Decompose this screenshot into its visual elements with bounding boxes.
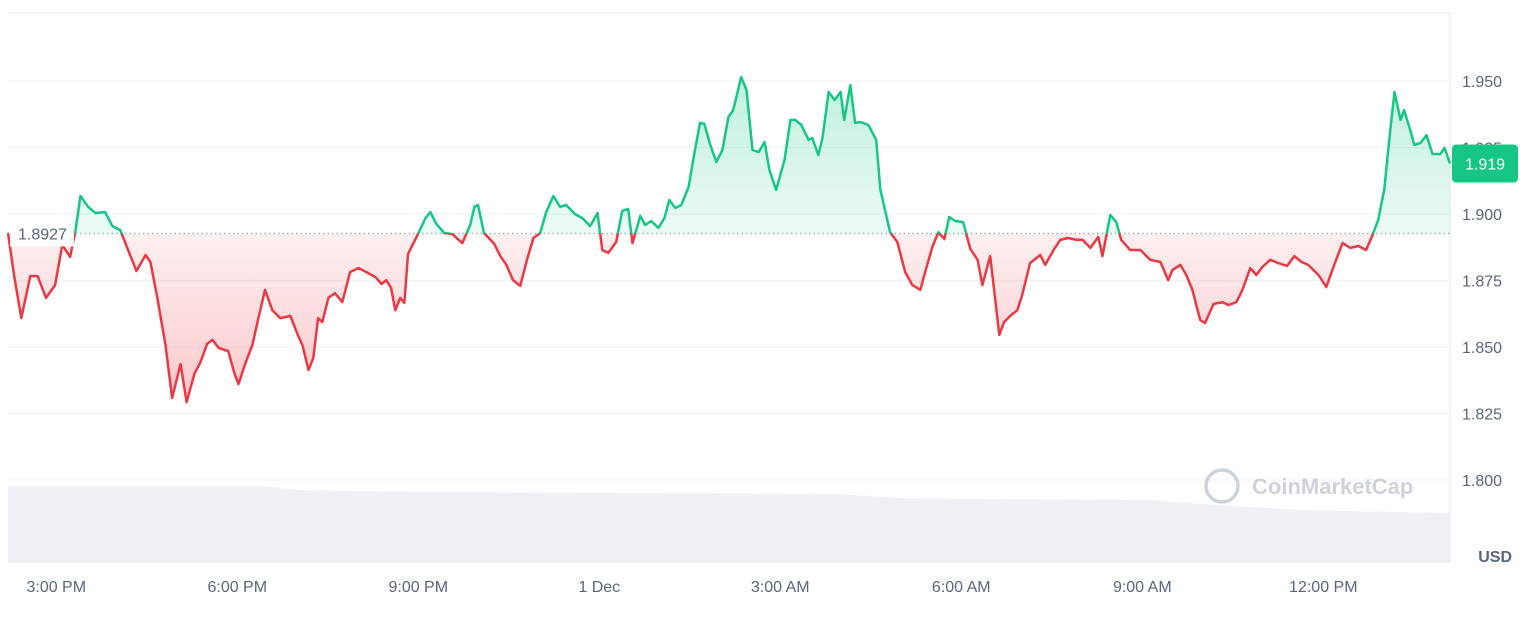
x-tick-label: 1 Dec bbox=[578, 579, 620, 596]
x-tick-label: 9:00 AM bbox=[1113, 579, 1172, 596]
price-line bbox=[6, 75, 1452, 404]
x-tick-label: 6:00 AM bbox=[932, 579, 991, 596]
price-area bbox=[8, 77, 1450, 403]
x-tick-label: 9:00 PM bbox=[388, 579, 448, 596]
y-unit: USD bbox=[1478, 549, 1512, 566]
x-tick-label: 12:00 PM bbox=[1289, 579, 1357, 596]
y-tick-label: 1.825 bbox=[1462, 407, 1502, 424]
y-tick-label: 1.900 bbox=[1462, 207, 1502, 224]
watermark: CoinMarketCap bbox=[1204, 468, 1413, 504]
current-price-badge bbox=[1452, 144, 1518, 183]
volume-area bbox=[8, 486, 1450, 562]
watermark-text: CoinMarketCap bbox=[1252, 474, 1413, 499]
watermark-logo bbox=[1204, 468, 1240, 504]
y-tick-label: 1.800 bbox=[1462, 473, 1502, 490]
y-tick-label: 1.950 bbox=[1462, 74, 1502, 91]
reference-label: 1.8927 bbox=[18, 227, 67, 244]
x-tick-label: 3:00 PM bbox=[26, 579, 86, 596]
y-tick-label: 1.850 bbox=[1462, 340, 1502, 357]
x-tick-label: 6:00 PM bbox=[207, 579, 267, 596]
x-tick-label: 3:00 AM bbox=[751, 579, 810, 596]
y-tick-label: 1.875 bbox=[1462, 274, 1502, 291]
reference-label-bg bbox=[10, 220, 74, 247]
current-price-label: 1.919 bbox=[1465, 157, 1505, 174]
